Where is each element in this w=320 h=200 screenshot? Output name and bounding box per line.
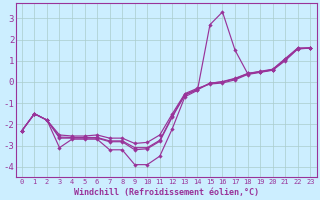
X-axis label: Windchill (Refroidissement éolien,°C): Windchill (Refroidissement éolien,°C) — [74, 188, 259, 197]
